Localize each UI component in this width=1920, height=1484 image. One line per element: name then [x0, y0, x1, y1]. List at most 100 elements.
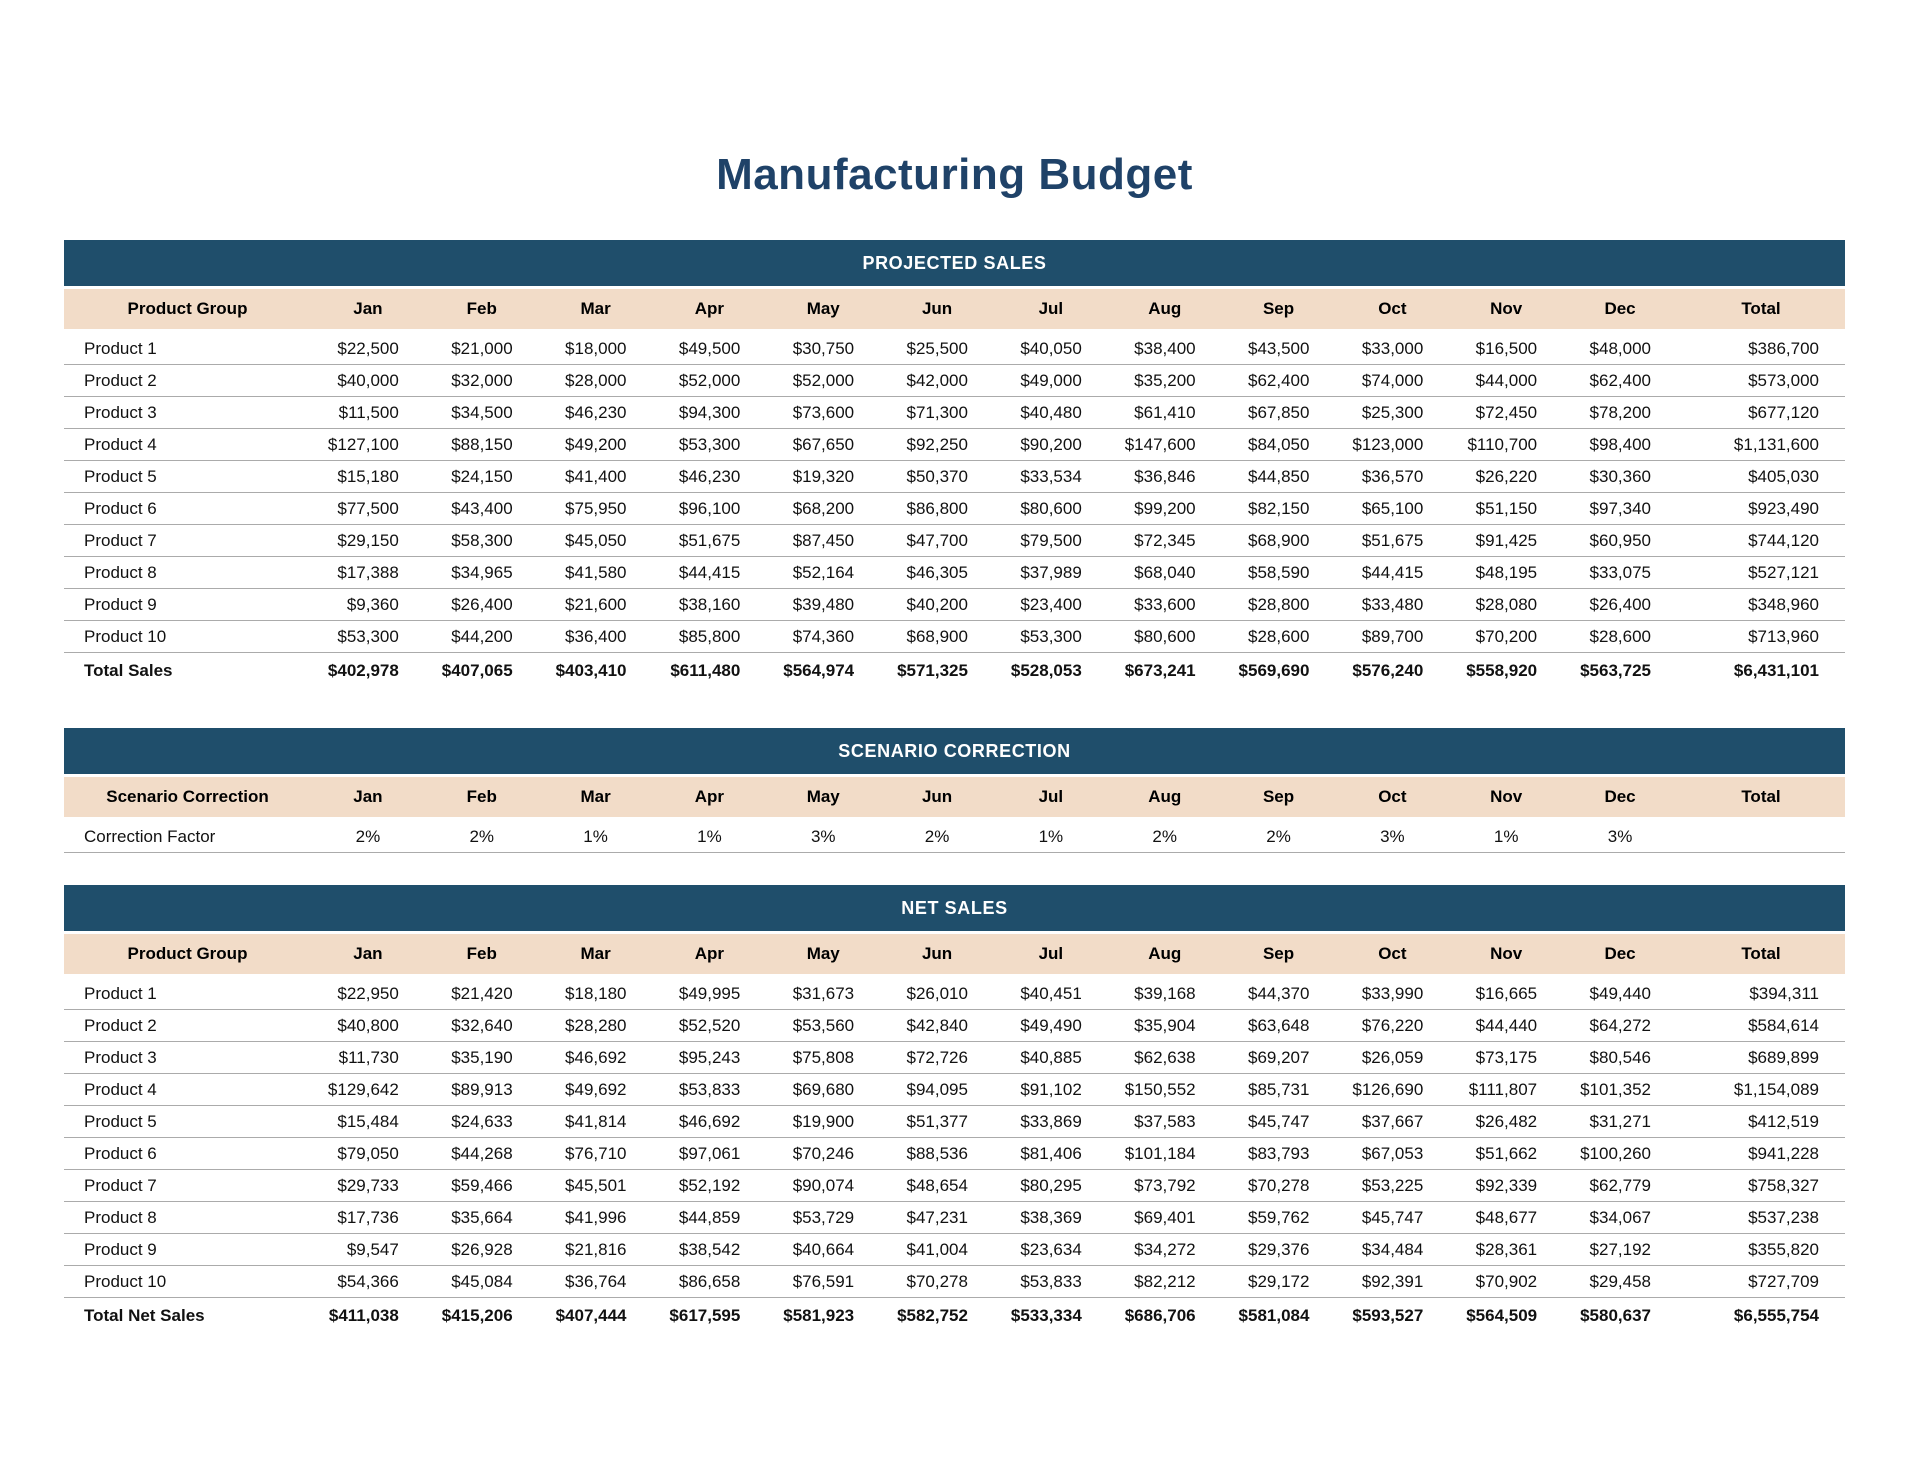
cell-total-sales-jul: $528,053	[1010, 660, 1082, 680]
cell-correction-factor-apr: 1%	[652, 818, 767, 853]
column-header-oct: Oct	[1335, 777, 1450, 821]
cell-total-net-sales-feb: $415,206	[441, 1305, 513, 1325]
cell-product-9-apr: $38,542	[652, 1233, 767, 1266]
cell-product-8-jul: $38,369	[993, 1201, 1108, 1234]
column-header-jul: Jul	[993, 934, 1108, 978]
column-header-jun: Jun	[880, 777, 994, 821]
cell-product-5-sep: $45,747	[1221, 1105, 1336, 1138]
cell-product-2-total: $584,614	[1677, 1009, 1845, 1042]
column-header-nov: Nov	[1449, 777, 1564, 821]
cell-product-3-may: $73,600	[766, 396, 881, 429]
cell-product-5-dec: $30,360	[1563, 460, 1677, 493]
cell-product-5-dec: $31,271	[1563, 1105, 1677, 1138]
cell-product-2-may: $52,000	[766, 364, 881, 397]
cell-correction-factor-total	[1677, 818, 1845, 853]
cell-total-sales-may: $564,974	[783, 660, 855, 680]
cell-product-7-mar: $45,050	[538, 524, 653, 557]
cell-product-8-oct: $44,415	[1335, 556, 1450, 589]
cell-product-9-jun: $41,004	[880, 1233, 994, 1266]
cell-total-net-sales-jul: $533,334	[1010, 1305, 1082, 1325]
cell-product-6-dec: $100,260	[1563, 1137, 1677, 1170]
cell-product-10-jan: $54,366	[311, 1265, 425, 1298]
cell-product-3-mar: $46,692	[538, 1041, 653, 1074]
cell-product-5-aug: $37,583	[1107, 1105, 1222, 1138]
cell-product-2-feb: $32,640	[424, 1009, 539, 1042]
cell-product-2-apr: $52,520	[652, 1009, 767, 1042]
column-header-jul: Jul	[993, 777, 1108, 821]
cell-product-6-total: $923,490	[1677, 492, 1845, 525]
cell-product-10-jun: $70,278	[880, 1265, 994, 1298]
cell-product-10-may: $74,360	[766, 620, 881, 653]
row-label: Product 7	[64, 524, 311, 557]
cell-product-6-may: $70,246	[766, 1137, 881, 1170]
cell-product-2-mar: $28,000	[538, 364, 653, 397]
cell-product-2-nov: $44,000	[1449, 364, 1564, 397]
cell-total-net-sales-aug: $686,706	[1124, 1305, 1196, 1325]
row-label: Product 3	[64, 396, 311, 429]
column-header-jan: Jan	[311, 777, 425, 821]
cell-product-6-oct: $65,100	[1335, 492, 1450, 525]
cell-product-9-jul: $23,634	[993, 1233, 1108, 1266]
cell-product-6-jul: $80,600	[993, 492, 1108, 525]
cell-product-3-mar: $46,230	[538, 396, 653, 429]
cell-total-net-sales-apr: $617,595	[669, 1305, 741, 1325]
cell-product-5-total: $412,519	[1677, 1105, 1845, 1138]
row-label: Product 4	[64, 428, 311, 461]
cell-product-6-total: $941,228	[1677, 1137, 1845, 1170]
row-label: Total Sales	[84, 660, 173, 680]
cell-product-9-may: $40,664	[766, 1233, 881, 1266]
table-row-product-8: Product 8 $17,388 $34,965 $41,580 $44,415 $52…	[64, 556, 1845, 589]
cell-product-3-nov: $73,175	[1449, 1041, 1564, 1074]
cell-product-5-oct: $37,667	[1335, 1105, 1450, 1138]
cell-product-9-mar: $21,816	[538, 1233, 653, 1266]
cell-correction-factor-jan: 2%	[311, 818, 425, 853]
cell-product-6-may: $68,200	[766, 492, 881, 525]
row-label: Product 2	[64, 364, 311, 397]
cell-product-4-nov: $111,807	[1449, 1073, 1564, 1106]
cell-product-3-jan: $11,730	[311, 1041, 425, 1074]
cell-product-8-may: $53,729	[766, 1201, 881, 1234]
cell-correction-factor-sep: 2%	[1221, 818, 1336, 853]
cell-product-2-jul: $49,490	[993, 1009, 1108, 1042]
cell-product-5-jun: $51,377	[880, 1105, 994, 1138]
cell-product-4-nov: $110,700	[1449, 428, 1564, 461]
cell-product-8-apr: $44,859	[652, 1201, 767, 1234]
row-label: Product 6	[64, 492, 311, 525]
cell-product-6-sep: $83,793	[1221, 1137, 1336, 1170]
cell-product-5-apr: $46,230	[652, 460, 767, 493]
table-row-product-8: Product 8 $17,736 $35,664 $41,996 $44,859 $53…	[64, 1201, 1845, 1234]
column-header-sep: Sep	[1221, 289, 1336, 333]
cell-product-10-jul: $53,833	[993, 1265, 1108, 1298]
cell-product-8-jan: $17,388	[311, 556, 425, 589]
column-header-apr: Apr	[652, 934, 767, 978]
row-label: Total Net Sales	[84, 1305, 205, 1325]
cell-product-6-aug: $99,200	[1107, 492, 1222, 525]
cell-product-8-sep: $59,762	[1221, 1201, 1336, 1234]
cell-product-9-jan: $9,360	[311, 588, 425, 621]
cell-product-7-feb: $59,466	[424, 1169, 539, 1202]
cell-product-1-mar: $18,000	[538, 330, 653, 365]
cell-product-8-apr: $44,415	[652, 556, 767, 589]
cell-product-10-aug: $80,600	[1107, 620, 1222, 653]
cell-product-2-jul: $49,000	[993, 364, 1108, 397]
cell-product-9-jun: $40,200	[880, 588, 994, 621]
column-header-feb: Feb	[424, 934, 539, 978]
table-row-product-6: Product 6 $77,500 $43,400 $75,950 $96,100 $68…	[64, 492, 1845, 525]
cell-product-10-nov: $70,902	[1449, 1265, 1564, 1298]
cell-product-4-jul: $90,200	[993, 428, 1108, 461]
cell-product-2-dec: $62,400	[1563, 364, 1677, 397]
table-row-product-2: Product 2 $40,000 $32,000 $28,000 $52,000 $52…	[64, 364, 1845, 397]
cell-product-4-apr: $53,300	[652, 428, 767, 461]
column-header-row: Product Group Jan Feb Mar Apr May Jun Jul Aug Sep…	[64, 289, 1845, 333]
cell-product-3-jun: $71,300	[880, 396, 994, 429]
cell-product-6-mar: $75,950	[538, 492, 653, 525]
cell-product-5-total: $405,030	[1677, 460, 1845, 493]
cell-product-4-oct: $126,690	[1335, 1073, 1450, 1106]
cell-product-1-nov: $16,665	[1449, 975, 1564, 1010]
cell-product-5-sep: $44,850	[1221, 460, 1336, 493]
cell-product-10-jul: $53,300	[993, 620, 1108, 653]
cell-product-4-jul: $91,102	[993, 1073, 1108, 1106]
cell-product-4-aug: $147,600	[1107, 428, 1222, 461]
cell-product-4-dec: $101,352	[1563, 1073, 1677, 1106]
column-header-mar: Mar	[538, 934, 653, 978]
